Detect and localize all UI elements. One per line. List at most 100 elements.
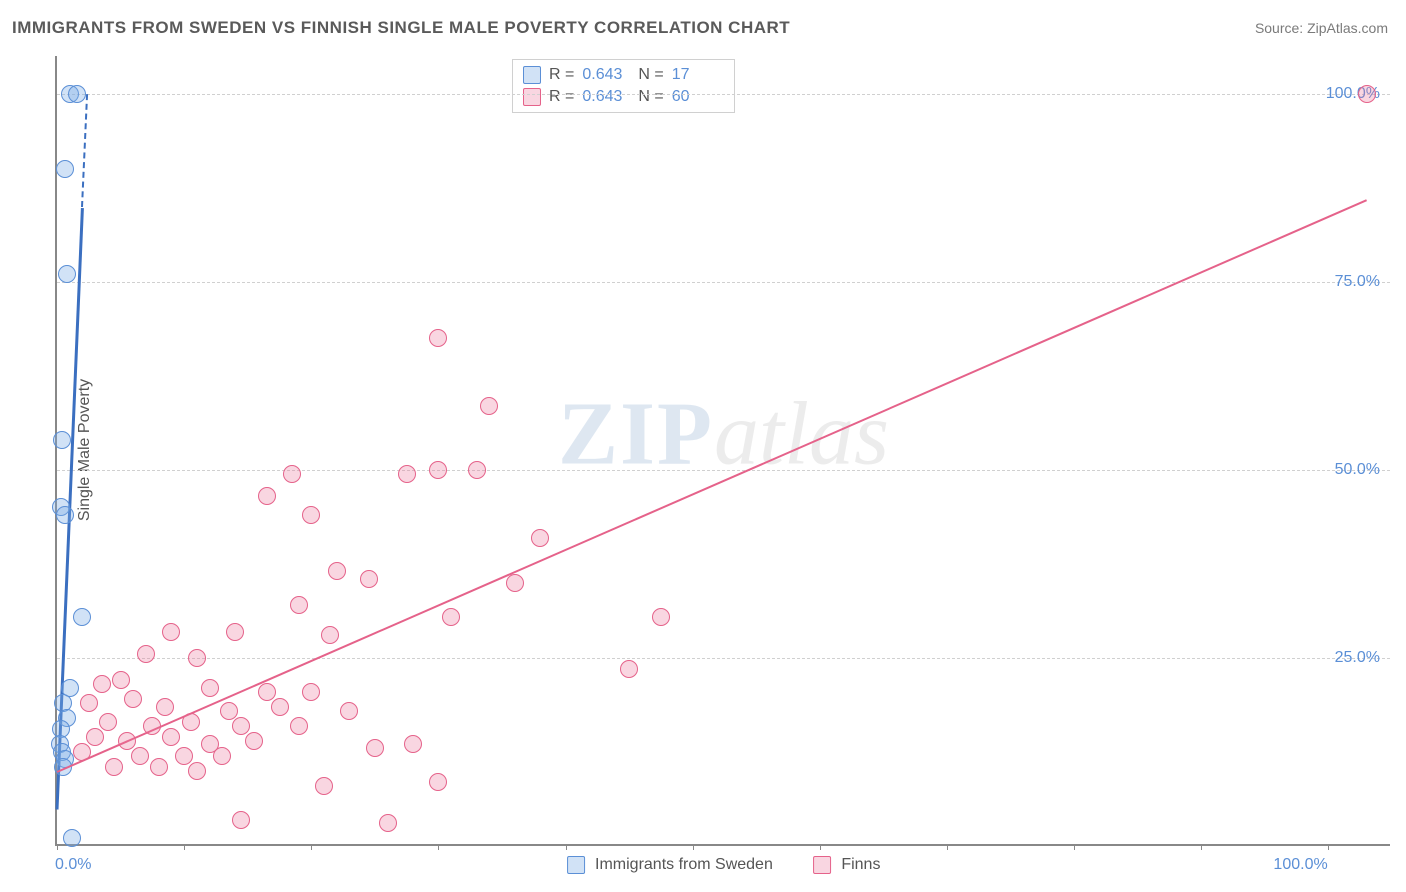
legend-row-sweden: R = 0.643 N = 17 <box>523 64 720 86</box>
data-point-finns <box>105 758 123 776</box>
legend-swatch-sweden <box>523 66 541 84</box>
x-tick <box>311 844 312 850</box>
data-point-finns <box>302 683 320 701</box>
data-point-finns <box>201 679 219 697</box>
source-label: Source: ZipAtlas.com <box>1255 20 1388 36</box>
legend-n-label: N = <box>638 86 663 108</box>
data-point-finns <box>73 743 91 761</box>
data-point-sweden <box>56 506 74 524</box>
x-tick <box>947 844 948 850</box>
data-point-sweden <box>53 431 71 449</box>
data-point-finns <box>468 461 486 479</box>
x-tick-label: 0.0% <box>55 856 91 874</box>
plot-area: ZIPatlas R = 0.643 N = 17 R = 0.643 N = … <box>55 56 1390 846</box>
x-tick <box>1328 844 1329 850</box>
grid-line <box>57 94 1390 95</box>
data-point-finns <box>506 574 524 592</box>
data-point-finns <box>150 758 168 776</box>
grid-line <box>57 282 1390 283</box>
trend-line-dashed-sweden <box>81 95 88 208</box>
x-tick <box>566 844 567 850</box>
data-point-finns <box>182 713 200 731</box>
data-point-finns <box>213 747 231 765</box>
data-point-finns <box>404 735 422 753</box>
data-point-finns <box>131 747 149 765</box>
data-point-finns <box>290 717 308 735</box>
data-point-finns <box>480 397 498 415</box>
x-tick <box>1074 844 1075 850</box>
data-point-finns <box>156 698 174 716</box>
legend-row-finns: R = 0.643 N = 60 <box>523 86 720 108</box>
legend-n-label: N = <box>638 64 663 86</box>
data-point-finns <box>162 728 180 746</box>
x-tick <box>693 844 694 850</box>
data-point-finns <box>124 690 142 708</box>
x-tick <box>1201 844 1202 850</box>
data-point-finns <box>220 702 238 720</box>
legend-r-label: R = <box>549 64 574 86</box>
data-point-finns <box>620 660 638 678</box>
x-tick-label: 100.0% <box>1273 856 1327 874</box>
data-point-finns <box>137 645 155 663</box>
x-tick <box>184 844 185 850</box>
chart-title: IMMIGRANTS FROM SWEDEN VS FINNISH SINGLE… <box>12 18 790 38</box>
data-point-finns <box>302 506 320 524</box>
y-tick-label: 25.0% <box>1335 649 1380 667</box>
legend-label-sweden: Immigrants from Sweden <box>595 856 773 873</box>
legend-r-value-finns: 0.643 <box>582 86 630 108</box>
data-point-finns <box>366 739 384 757</box>
data-point-finns <box>283 465 301 483</box>
data-point-finns <box>226 623 244 641</box>
data-point-finns <box>652 608 670 626</box>
data-point-sweden <box>56 160 74 178</box>
data-point-finns <box>258 487 276 505</box>
x-tick <box>438 844 439 850</box>
data-point-sweden <box>73 608 91 626</box>
data-point-finns <box>232 811 250 829</box>
grid-line <box>57 658 1390 659</box>
legend-n-value-finns: 60 <box>672 86 720 108</box>
data-point-finns <box>258 683 276 701</box>
trend-line-finns <box>57 199 1367 773</box>
data-point-finns <box>531 529 549 547</box>
data-point-finns <box>162 623 180 641</box>
data-point-sweden <box>63 829 81 847</box>
data-point-sweden <box>58 265 76 283</box>
data-point-finns <box>271 698 289 716</box>
data-point-sweden <box>68 85 86 103</box>
data-point-finns <box>429 461 447 479</box>
legend-r-label: R = <box>549 86 574 108</box>
data-point-finns <box>398 465 416 483</box>
data-point-finns <box>290 596 308 614</box>
grid-line <box>57 470 1390 471</box>
y-tick-label: 75.0% <box>1335 273 1380 291</box>
data-point-finns <box>86 728 104 746</box>
data-point-finns <box>232 717 250 735</box>
data-point-finns <box>245 732 263 750</box>
data-point-finns <box>93 675 111 693</box>
legend-correlation: R = 0.643 N = 17 R = 0.643 N = 60 <box>512 59 735 113</box>
data-point-finns <box>188 649 206 667</box>
y-tick-label: 50.0% <box>1335 461 1380 479</box>
legend-label-finns: Finns <box>841 856 880 873</box>
data-point-finns <box>429 773 447 791</box>
data-point-finns <box>143 717 161 735</box>
data-point-finns <box>328 562 346 580</box>
data-point-finns <box>442 608 460 626</box>
data-point-finns <box>112 671 130 689</box>
legend-swatch-sweden-icon <box>567 856 585 874</box>
x-tick <box>57 844 58 850</box>
data-point-finns <box>1358 85 1376 103</box>
legend-swatch-finns <box>523 88 541 106</box>
legend-item-sweden: Immigrants from Sweden <box>567 856 773 874</box>
data-point-finns <box>315 777 333 795</box>
data-point-finns <box>80 694 98 712</box>
data-point-finns <box>99 713 117 731</box>
legend-series: Immigrants from Sweden Finns <box>567 856 881 874</box>
legend-item-finns: Finns <box>813 856 881 874</box>
legend-swatch-finns-icon <box>813 856 831 874</box>
x-tick <box>820 844 821 850</box>
data-point-finns <box>321 626 339 644</box>
data-point-finns <box>118 732 136 750</box>
data-point-finns <box>360 570 378 588</box>
